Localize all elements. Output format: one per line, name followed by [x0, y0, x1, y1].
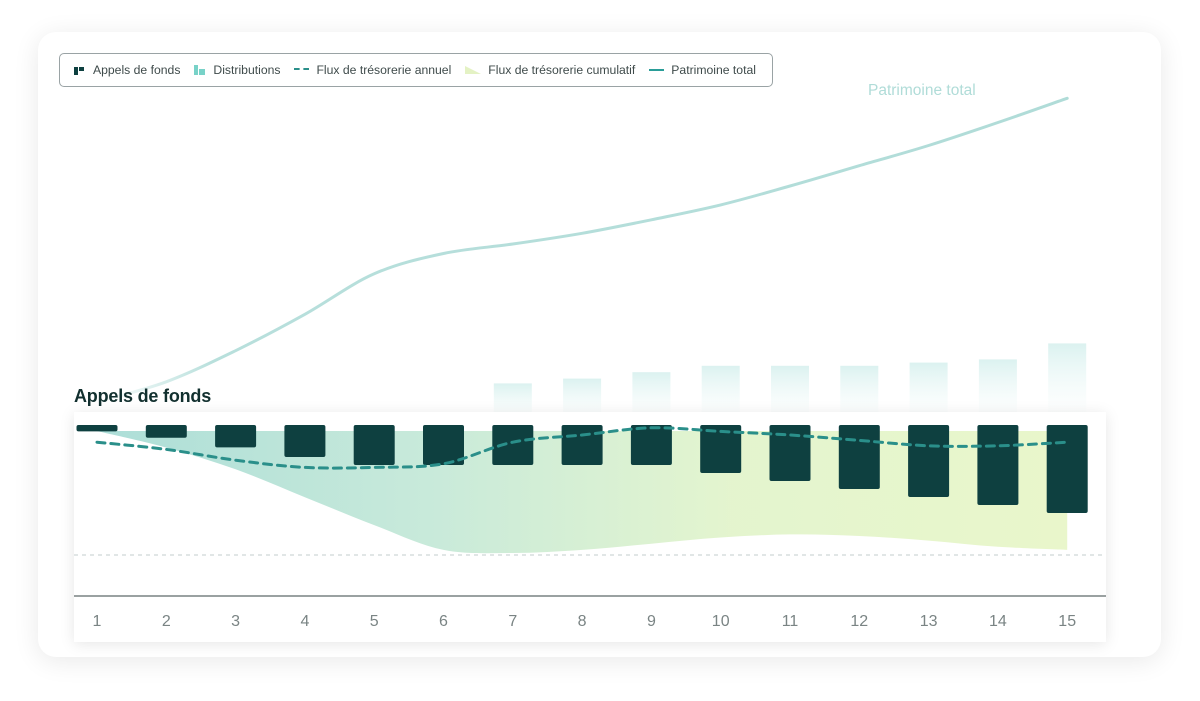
capital-call-bar-10 — [700, 425, 742, 473]
area-swatch-icon — [465, 66, 482, 74]
capital-call-bar-2 — [145, 425, 187, 438]
capital-call-bar-8 — [561, 425, 603, 465]
total-wealth-line — [95, 96, 1069, 404]
legend-item-annual-flow[interactable]: Flux de trésorerie annuel — [294, 63, 451, 77]
legend-item-cumulative-flow[interactable]: Flux de trésorerie cumulatif — [465, 63, 635, 77]
x-tick-7: 7 — [508, 613, 517, 630]
x-tick-5: 5 — [370, 613, 379, 630]
x-tick-3: 3 — [231, 613, 240, 630]
x-tick-12: 12 — [850, 613, 868, 630]
chart-legend: Appels de fonds Distributions Flux de tr… — [59, 53, 773, 87]
x-tick-6: 6 — [439, 613, 448, 630]
x-tick-14: 14 — [989, 613, 1007, 630]
x-tick-13: 13 — [920, 613, 938, 630]
capital-call-bar-1 — [76, 425, 118, 432]
calls-swatch-icon — [74, 65, 86, 75]
capital-call-bar-4 — [284, 425, 326, 457]
distribution-bar-15 — [1048, 343, 1087, 425]
capital-call-bar-5 — [353, 425, 395, 465]
legend-item-distributions[interactable]: Distributions — [194, 63, 280, 77]
x-tick-1: 1 — [93, 613, 102, 630]
capital-call-bar-14 — [977, 425, 1019, 505]
x-tick-2: 2 — [162, 613, 171, 630]
annual-flow-line — [95, 426, 1069, 470]
distributions-swatch-icon — [194, 65, 206, 75]
capital-call-bar-7 — [492, 425, 534, 465]
capital-call-bar-11 — [769, 425, 811, 481]
x-tick-9: 9 — [647, 613, 656, 630]
capital-call-bar-9 — [630, 425, 672, 465]
legend-item-total-wealth[interactable]: Patrimoine total — [649, 63, 756, 77]
capital-call-bar-3 — [215, 425, 257, 448]
panel-title: Appels de fonds — [74, 386, 212, 406]
legend-item-calls[interactable]: Appels de fonds — [74, 63, 180, 77]
x-tick-8: 8 — [578, 613, 587, 630]
capital-call-bar-13 — [908, 425, 950, 497]
cumulative-flow-area — [97, 431, 1068, 554]
capital-call-bar-12 — [838, 425, 880, 489]
total-wealth-label: Patrimoine total — [868, 82, 976, 99]
capital-call-bar-6 — [423, 425, 464, 465]
x-tick-4: 4 — [300, 613, 309, 630]
dashed-line-swatch-icon — [294, 68, 310, 72]
x-tick-10: 10 — [712, 613, 730, 630]
x-tick-15: 15 — [1058, 613, 1076, 630]
legend-label-cumulative-flow: Flux de trésorerie cumulatif — [488, 63, 636, 77]
legend-label-calls: Appels de fonds — [93, 63, 181, 77]
capital-call-bar-15 — [1046, 425, 1088, 513]
legend-label-distributions: Distributions — [213, 63, 281, 77]
legend-label-annual-flow: Flux de trésorerie annuel — [316, 63, 452, 77]
x-tick-11: 11 — [782, 613, 799, 630]
line-swatch-icon — [649, 69, 665, 71]
legend-label-total-wealth: Patrimoine total — [671, 63, 756, 77]
